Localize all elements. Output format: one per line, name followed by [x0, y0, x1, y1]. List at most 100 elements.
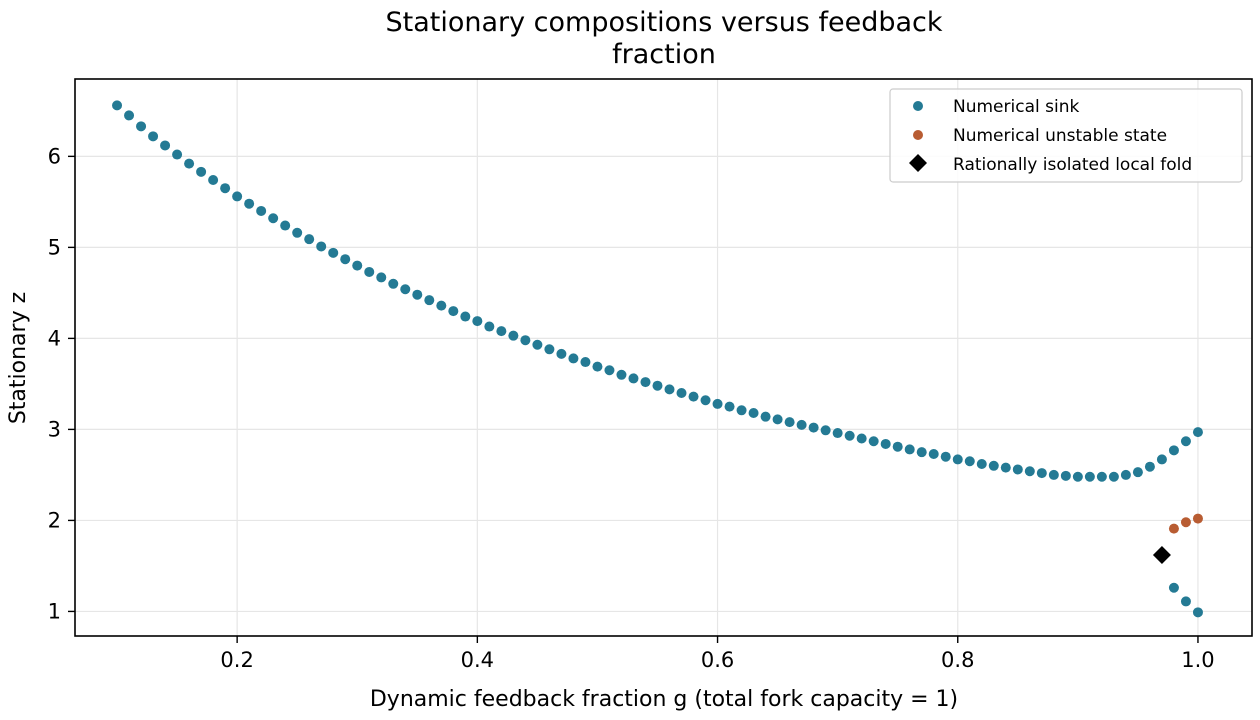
- numerical-sink-point: [436, 300, 447, 311]
- x-tick-label: 0.6: [701, 648, 734, 672]
- numerical-sink-point: [532, 339, 543, 350]
- numerical-sink-point: [604, 365, 615, 376]
- numerical-sink-point: [136, 121, 147, 132]
- numerical-sink-point: [352, 260, 363, 271]
- numerical-sink-point: [580, 357, 591, 368]
- numerical-sink-point: [244, 198, 255, 209]
- numerical-sink-point: [796, 419, 807, 430]
- numerical-sink-point: [172, 149, 183, 160]
- y-tick-label: 6: [48, 144, 61, 168]
- y-tick-label: 3: [48, 417, 61, 441]
- numerical-sink-point: [268, 213, 279, 224]
- numerical-sink-point: [1180, 436, 1191, 447]
- numerical-sink-point: [1144, 461, 1155, 472]
- numerical-sink-point: [892, 441, 903, 452]
- numerical-sink-point: [496, 326, 507, 337]
- numerical-sink-point: [928, 448, 939, 459]
- numerical-sink-point: [148, 131, 159, 142]
- numerical-sink-point: [544, 344, 555, 355]
- numerical-sink-point: [328, 247, 339, 258]
- numerical-sink-point: [940, 451, 951, 462]
- x-tick-label: 0.8: [941, 648, 974, 672]
- numerical-sink-point: [472, 316, 483, 327]
- numerical-sink-point: [952, 454, 963, 465]
- numerical-sink-point: [520, 335, 531, 346]
- legend-marker-sink: [913, 101, 923, 111]
- numerical-sink-point: [1012, 464, 1023, 475]
- numerical-sink-point: [1048, 469, 1059, 480]
- numerical-sink-point: [1096, 471, 1107, 482]
- numerical-sink-point: [784, 417, 795, 428]
- x-axis-label: Dynamic feedback fraction g (total fork …: [370, 687, 958, 712]
- numerical-sink-point: [736, 405, 747, 416]
- chart-title-line-2: fraction: [612, 39, 716, 70]
- numerical-sink-point: [556, 348, 567, 359]
- numerical-sink-point: [748, 408, 759, 419]
- y-axis-label: Stationary z: [6, 292, 31, 424]
- numerical-sink-point: [808, 422, 819, 433]
- numerical-sink-point: [484, 321, 495, 332]
- numerical-sink-point: [724, 401, 735, 412]
- numerical-sink-point: [412, 289, 423, 300]
- numerical-sink-point: [628, 373, 639, 384]
- numerical-sink-point: [1000, 462, 1011, 473]
- numerical-sink-point: [700, 395, 711, 406]
- y-axis-ticks: 1 2 3 4 5 6: [48, 144, 75, 623]
- x-tick-label: 0.4: [461, 648, 494, 672]
- numerical-sink-point: [880, 438, 891, 449]
- numerical-sink-point: [1168, 582, 1179, 593]
- legend-label-sink: Numerical sink: [953, 97, 1079, 117]
- numerical-sink-point: [400, 284, 411, 295]
- numerical-sink-point: [772, 414, 783, 425]
- numerical-sink-point: [820, 425, 831, 436]
- rationally-isolated-local-fold-point: [1152, 545, 1171, 564]
- numerical-sink-point: [1060, 470, 1071, 481]
- x-tick-label: 0.2: [220, 648, 253, 672]
- numerical-sink-point: [292, 227, 303, 238]
- numerical-sink-point: [376, 272, 387, 283]
- numerical-sink-point: [1132, 467, 1143, 478]
- numerical-sink-point: [904, 444, 915, 455]
- numerical-sink-point: [364, 266, 375, 277]
- numerical-sink-point: [1168, 445, 1179, 456]
- y-tick-label: 1: [48, 599, 61, 623]
- y-tick-label: 4: [48, 326, 61, 350]
- numerical-sink-point: [1072, 471, 1083, 482]
- numerical-sink-point: [304, 234, 315, 245]
- numerical-sink-point: [592, 361, 603, 372]
- numerical-sink-point: [388, 278, 399, 289]
- numerical-sink-point: [124, 110, 135, 121]
- numerical-sink-point: [448, 306, 459, 317]
- numerical-sink-point: [1156, 454, 1167, 465]
- numerical-sink-point: [112, 100, 123, 111]
- numerical-sink-point: [508, 330, 519, 341]
- numerical-sink-point: [844, 430, 855, 441]
- numerical-sink-point: [1036, 468, 1047, 479]
- numerical-sink-point: [1084, 471, 1095, 482]
- numerical-unstable-state-point: [1180, 517, 1191, 528]
- legend-marker-unstable: [913, 130, 923, 140]
- numerical-sink-point: [712, 398, 723, 409]
- legend-label-fold: Rationally isolated local fold: [953, 155, 1192, 175]
- numerical-sink-point: [856, 433, 867, 444]
- legend-box: [889, 88, 1243, 183]
- numerical-sink-point: [1108, 471, 1119, 482]
- numerical-sink-point: [640, 377, 651, 388]
- numerical-sink-point: [664, 384, 675, 395]
- numerical-sink-point: [868, 436, 879, 447]
- plot-frame: [74, 78, 1253, 637]
- numerical-sink-point: [916, 447, 927, 458]
- numerical-sink-point: [1180, 596, 1191, 607]
- numerical-sink-point: [652, 380, 663, 391]
- numerical-unstable-state-point: [1192, 513, 1203, 524]
- numerical-sink-point: [1120, 469, 1131, 480]
- numerical-sink-point: [256, 205, 267, 216]
- x-tick-label: 1.0: [1181, 648, 1214, 672]
- data-points: [112, 100, 1203, 618]
- numerical-sink-point: [1192, 607, 1203, 618]
- numerical-sink-point: [832, 428, 843, 439]
- numerical-sink-point: [976, 458, 987, 469]
- numerical-sink-point: [616, 369, 627, 380]
- numerical-sink-point: [316, 241, 327, 252]
- numerical-sink-point: [280, 220, 291, 231]
